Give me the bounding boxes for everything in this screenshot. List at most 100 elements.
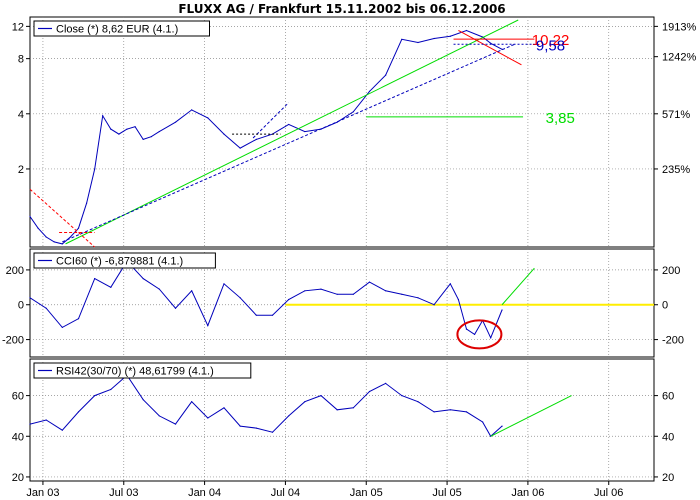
series-point-price	[385, 74, 387, 76]
series-point-cci	[77, 318, 80, 320]
series-point-price	[102, 115, 104, 117]
trendline-blue-dashed	[62, 43, 516, 243]
tick-right-label: 200	[662, 265, 680, 277]
tick-left-label: 0	[18, 300, 24, 312]
series-point-price	[417, 41, 419, 44]
rsi-trendline-green	[490, 395, 572, 437]
trendline-red-down	[458, 30, 522, 66]
series-point-price	[174, 121, 177, 123]
tick-right-label: 60	[662, 391, 674, 403]
series-point-rsi	[223, 407, 225, 409]
series-point-rsi	[288, 415, 290, 417]
series-point-rsi	[110, 388, 112, 391]
x-tick-label: Jul 05	[432, 487, 461, 499]
series-point-price	[401, 38, 403, 40]
annotation-9-58: 9,58	[536, 37, 565, 54]
series-point-cci	[94, 278, 96, 280]
legend-box	[33, 362, 252, 379]
series-point-price	[118, 133, 120, 135]
chart-title: FLUXX AG / Frankfurt 15.11.2002 bis 06.1…	[178, 2, 505, 16]
series-point-cci	[417, 297, 419, 299]
series-point-cci	[385, 290, 387, 292]
series-point-rsi	[417, 401, 419, 403]
series-point-cci	[457, 298, 459, 301]
series-point-rsi	[29, 423, 31, 425]
series-point-price	[126, 128, 128, 130]
series-point-price	[223, 133, 225, 135]
tick-right-label: -200	[662, 335, 684, 347]
legend-box	[33, 252, 216, 269]
series-point-cci	[158, 288, 160, 290]
cci-highlight-circle	[456, 319, 503, 350]
tick-right-label: 40	[662, 431, 674, 443]
series-point-rsi	[94, 395, 96, 397]
series-point-price	[61, 243, 63, 245]
series-point-rsi	[482, 421, 484, 423]
series-point-cci	[401, 293, 403, 295]
series-point-rsi	[45, 419, 47, 421]
series-point-rsi	[77, 411, 80, 413]
series-point-rsi	[449, 409, 451, 411]
series-point-cci	[473, 333, 476, 335]
series-point-price	[433, 37, 435, 40]
series-point-price	[110, 128, 112, 130]
series-point-cci	[174, 307, 177, 309]
series-point-rsi	[271, 431, 274, 433]
series-point-cci	[239, 297, 241, 299]
x-tick-label: Jan 04	[188, 487, 221, 499]
series-point-rsi	[304, 401, 306, 403]
annotation-3-85: 3,85	[546, 110, 575, 127]
series-point-rsi	[61, 429, 63, 431]
series-point-rsi	[465, 411, 468, 413]
series-point-rsi	[142, 399, 144, 401]
series-point-price	[158, 130, 160, 133]
series-point-rsi	[158, 415, 160, 417]
series-point-price	[37, 227, 39, 229]
tick-left-label: 4	[18, 109, 24, 121]
series-point-price	[207, 117, 209, 119]
series-point-cci	[271, 314, 274, 316]
cci-trendline-green	[501, 267, 535, 306]
series-point-price	[134, 126, 136, 128]
series-point-rsi	[239, 425, 241, 427]
series-point-rsi	[433, 411, 435, 413]
series-point-cci	[207, 325, 209, 327]
x-tick-label: Jan 06	[511, 487, 544, 499]
series-point-cci	[368, 281, 371, 283]
series-point-rsi	[207, 417, 209, 419]
series-point-cci	[490, 337, 492, 339]
series-point-price	[304, 130, 306, 133]
series-point-price	[449, 35, 451, 37]
legend-label: CCI60 (*) -6,879881 (4.1.)	[56, 256, 183, 268]
series-point-cci	[449, 283, 451, 285]
tick-left-label: 200	[6, 265, 24, 277]
series-point-price	[150, 136, 152, 138]
series-point-cci	[255, 314, 257, 316]
series-point-price	[69, 236, 72, 238]
series-point-price	[94, 168, 96, 170]
series-point-cci	[304, 290, 306, 292]
panel-frame	[29, 358, 655, 482]
series-point-price	[255, 138, 257, 140]
series-point-price	[288, 123, 290, 126]
chart-panels: 12 8 4 2 1913% 1242% 571% 235% Close (*) 8,62 EU…	[2, 16, 696, 484]
series-point-price	[191, 109, 193, 111]
series-point-price	[352, 111, 354, 113]
tick-left-label: 8	[18, 54, 24, 66]
tick-left-label: -200	[2, 335, 24, 347]
series-point-price	[465, 29, 468, 32]
series-point-rsi	[174, 423, 177, 425]
tick-right-label: 1913%	[662, 21, 696, 33]
series-point-price	[368, 90, 371, 93]
series-point-rsi	[352, 407, 354, 409]
x-tick-label: Jan 05	[350, 487, 383, 499]
series-point-cci	[61, 326, 63, 328]
series-point-price	[85, 202, 88, 204]
series-point-cci	[191, 290, 193, 292]
series-point-rsi	[368, 390, 371, 393]
series-point-price	[29, 215, 31, 218]
series-point-rsi	[385, 382, 387, 384]
series-point-cci	[142, 278, 144, 280]
series-point-rsi	[320, 395, 322, 397]
tick-left-label: 12	[12, 21, 24, 33]
